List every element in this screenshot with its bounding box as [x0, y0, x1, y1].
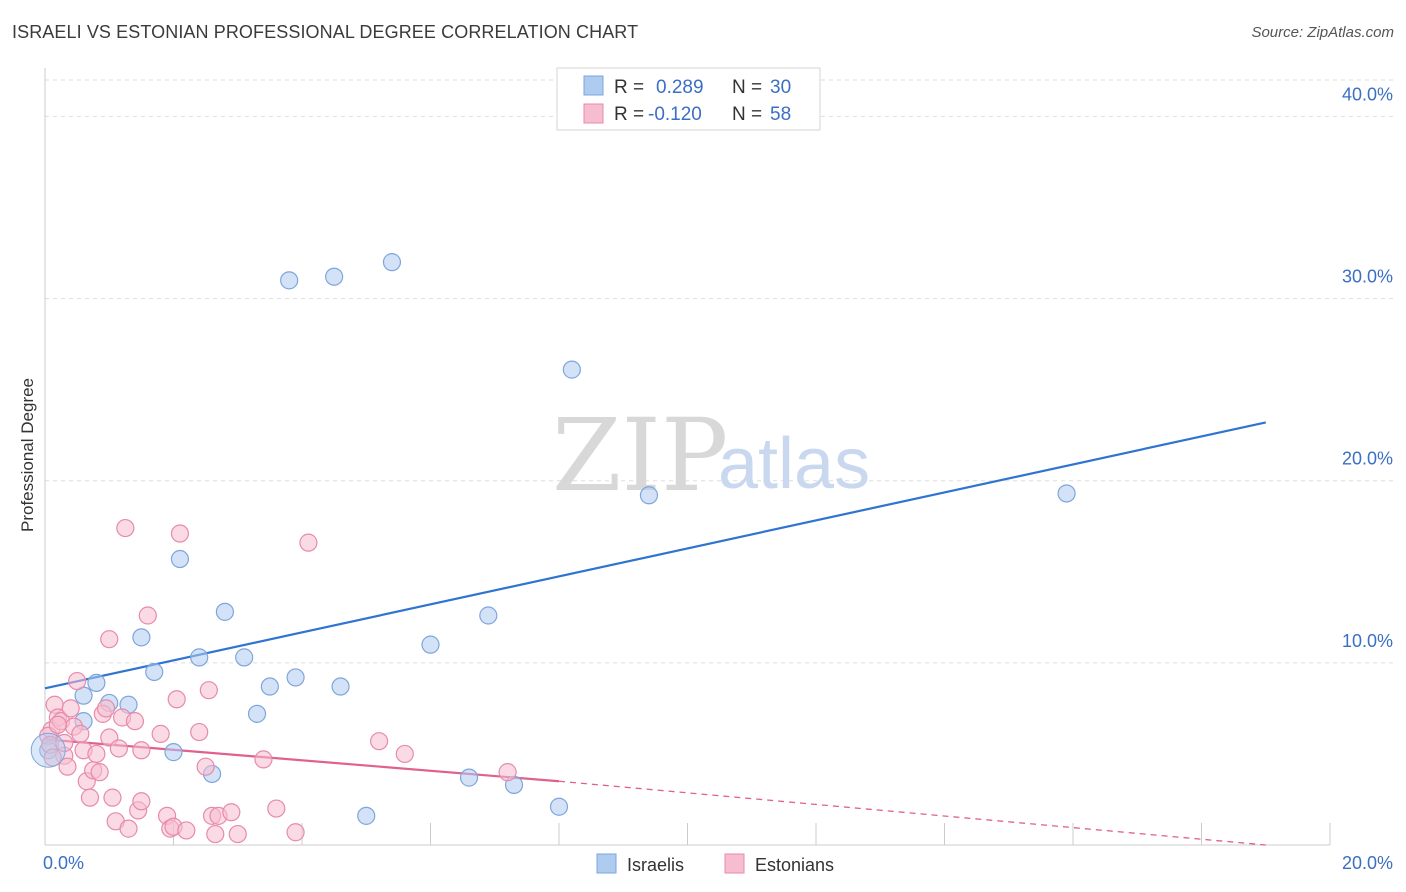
estonian-point-37	[177, 821, 196, 840]
legend-n-label-2: N =	[732, 104, 762, 125]
israeli-point-8	[164, 743, 183, 762]
estonian-point-20	[103, 788, 122, 807]
y-tick-label-0: 10.0%	[1342, 631, 1393, 651]
data-points	[30, 253, 1076, 844]
estonian-point-14	[87, 744, 106, 764]
estonian-point-31	[151, 724, 170, 743]
estonian-point-29	[132, 792, 151, 811]
israeli-point-10	[190, 648, 209, 667]
x-tick-label-0: 0.0%	[43, 853, 84, 873]
bottom-legend: Israelis Estonians	[596, 853, 834, 875]
israeli-point-20	[357, 806, 376, 825]
estonian-point-9	[71, 724, 90, 743]
estonian-point-30	[138, 606, 157, 625]
y-tick-label-3: 40.0%	[1342, 84, 1393, 104]
estonian-point-28	[132, 741, 151, 760]
estonian-point-12	[80, 788, 100, 807]
estonian-point-24	[116, 518, 135, 538]
israeli-point-21	[382, 253, 402, 272]
legend-r-label-1: R =	[614, 77, 644, 98]
estonian-point-48	[286, 823, 305, 842]
estonian-point-46	[254, 750, 273, 769]
israeli-point-14	[247, 704, 267, 723]
estonian-point-38	[190, 722, 209, 742]
y-axis-label: Professional Degree	[18, 378, 37, 532]
israeli-point-7	[145, 662, 164, 682]
estonian-point-39	[196, 757, 215, 776]
israeli-point-26	[549, 797, 569, 816]
estonian-trend-extension	[558, 780, 1266, 846]
estonian-point-50	[370, 732, 389, 751]
estonian-point-18	[100, 630, 119, 649]
israeli-point-18	[325, 267, 344, 286]
israeli-point-24	[479, 606, 498, 625]
israeli-trend-line	[44, 421, 1266, 690]
estonian-point-35	[167, 690, 186, 709]
estonian-point-45	[228, 824, 247, 844]
legend-n-label-1: N =	[732, 77, 762, 98]
legend-r-value-1: 0.289	[656, 77, 704, 98]
estonian-point-6	[61, 699, 80, 718]
israeli-point-cluster	[30, 732, 66, 768]
gridlines	[45, 79, 1395, 664]
bottom-legend-swatch-estonians	[724, 853, 745, 874]
israeli-point-15	[260, 677, 279, 696]
estonian-point-36	[170, 524, 190, 543]
israeli-point-22	[421, 635, 440, 654]
estonian-point-55	[43, 748, 62, 767]
legend-swatch-israelis	[583, 75, 604, 96]
israeli-point-28	[639, 486, 659, 505]
y-tick-label-1: 20.0%	[1342, 449, 1393, 469]
estonian-point-15	[90, 763, 109, 782]
israeli-point-19	[331, 677, 350, 696]
israeli-point-6	[132, 628, 151, 647]
estonian-point-52	[498, 763, 517, 782]
y-tick-label-2: 30.0%	[1342, 267, 1393, 287]
estonian-point-8	[68, 671, 87, 691]
israeli-point-29	[1057, 484, 1076, 503]
estonian-point-47	[267, 799, 286, 818]
israeli-point-17	[286, 668, 305, 687]
israeli-point-12	[215, 602, 234, 621]
estonian-point-22	[109, 739, 128, 758]
source-label: Source: ZipAtlas.com	[1251, 24, 1394, 41]
israeli-point-27	[562, 360, 581, 379]
estonian-point-49	[299, 533, 318, 552]
israeli-point-16	[280, 271, 299, 290]
legend-n-value-1: 30	[770, 77, 791, 98]
israeli-point-13	[235, 648, 254, 667]
legend-r-value-2: -0.120	[648, 104, 702, 125]
estonian-point-5	[58, 757, 77, 776]
estonian-point-40	[199, 681, 218, 700]
legend: R = 0.289 N = 30 R = -0.120 N = 58	[556, 67, 821, 131]
bottom-legend-swatch-israelis	[596, 853, 617, 874]
legend-swatch-estonians	[583, 103, 604, 124]
estonian-point-17	[96, 699, 116, 718]
axes	[44, 68, 1331, 846]
bottom-legend-israelis: Israelis	[627, 855, 684, 875]
legend-r-label-2: R =	[614, 104, 644, 125]
y-tick-labels: 10.0% 20.0% 30.0% 40.0%	[1342, 84, 1393, 650]
estonian-point-44	[222, 803, 241, 822]
estonian-point-51	[395, 744, 414, 764]
israeli-point-9	[170, 549, 190, 569]
legend-n-value-2: 58	[770, 104, 791, 125]
estonian-point-25	[119, 819, 138, 838]
chart-title: ISRAELI VS ESTONIAN PROFESSIONAL DEGREE …	[12, 22, 639, 42]
israeli-point-3	[87, 673, 106, 692]
x-tick-label-1: 20.0%	[1342, 853, 1393, 873]
watermark-atlas: atlas	[718, 424, 870, 504]
estonian-point-26	[125, 712, 145, 731]
israeli-point-23	[459, 768, 479, 787]
x-tick-labels: 0.0% 20.0%	[43, 853, 1393, 873]
estonian-point-42	[206, 824, 225, 844]
estonian-point-57	[48, 715, 67, 734]
bottom-legend-estonians: Estonians	[755, 855, 834, 875]
